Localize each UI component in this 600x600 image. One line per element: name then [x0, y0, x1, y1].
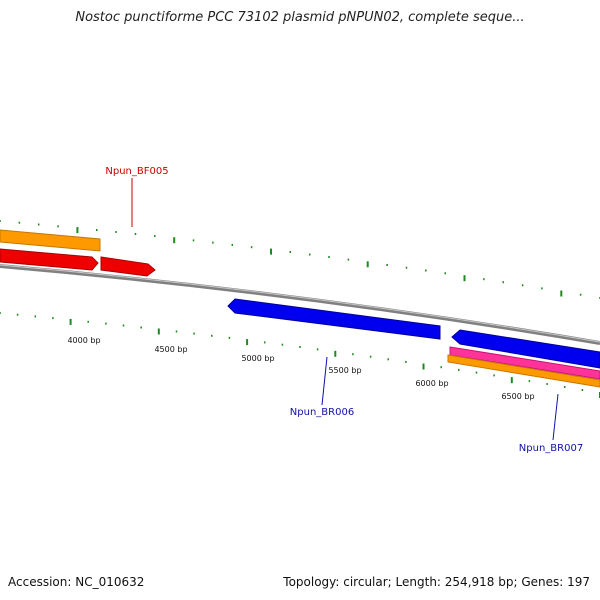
scale-tick-label: 4000 bp [67, 336, 100, 345]
gene-label-npun-br007[interactable]: Npun_BR007 [519, 443, 583, 454]
gene-label-npun-br006[interactable]: Npun_BR006 [290, 407, 354, 418]
scale-tick-label: 5000 bp [241, 354, 274, 363]
cds-forward-arrow-1[interactable] [0, 248, 99, 271]
backbone-highlight [0, 264, 600, 343]
topology-summary: Topology: circular; Length: 254,918 bp; … [283, 575, 590, 589]
plasmid-backbone [0, 264, 600, 345]
accession-label: Accession: NC_010632 [8, 575, 145, 589]
orange-gene-feature-right[interactable] [447, 354, 600, 388]
pink-gene-feature[interactable] [449, 346, 600, 380]
scale-tick-label: 6500 bp [501, 392, 534, 401]
scale-tick-label: 4500 bp [154, 345, 187, 354]
outer-tick-row [0, 220, 600, 299]
gene-label-leader-br007 [552, 393, 559, 441]
gene-label-leader-br006 [321, 356, 328, 406]
scale-tick-label: 6000 bp [415, 379, 448, 388]
cds-forward-arrow-2[interactable] [100, 256, 156, 277]
cds-reverse-arrow-2[interactable] [451, 329, 600, 369]
gene-label-npun-bf005[interactable]: Npun_BF005 [105, 166, 168, 177]
inner-tick-row [0, 312, 600, 398]
orange-gene-feature-left[interactable] [0, 229, 101, 252]
cds-reverse-arrow-1[interactable] [227, 298, 441, 340]
scale-tick-label: 5500 bp [328, 366, 361, 375]
map-title: Nostoc punctiforme PCC 73102 plasmid pNP… [75, 10, 525, 25]
